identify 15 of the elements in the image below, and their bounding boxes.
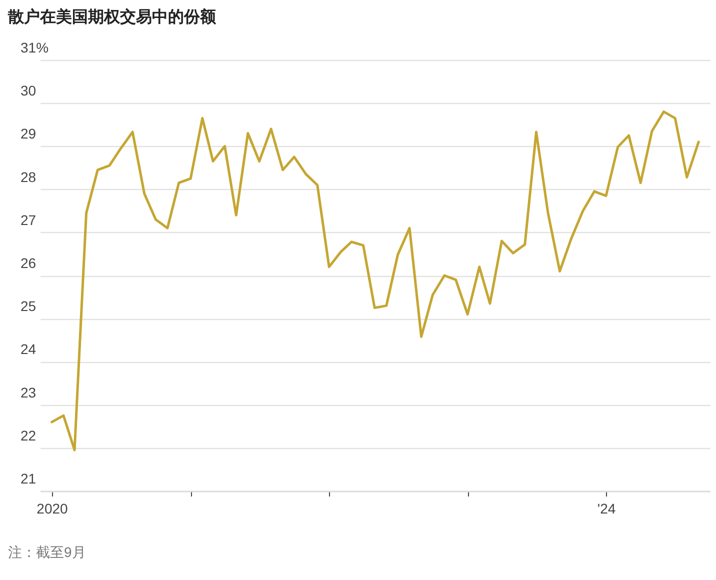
y-tick-label: 25 <box>20 298 36 314</box>
y-tick-label: 26 <box>20 255 36 271</box>
y-tick-label: 30 <box>20 82 36 99</box>
y-tick-label: 21 <box>20 470 36 486</box>
text: 注：截至9月 <box>8 543 87 561</box>
y-tick-label: 24 <box>20 341 36 358</box>
x-tick-label: '24 <box>597 500 616 516</box>
y-tick-label: 28 <box>20 168 36 185</box>
chart-title: 散户在美国期权交易中的份额 <box>7 7 217 26</box>
y-tick-label: 29 <box>20 126 36 142</box>
y-tick-label: 23 <box>20 384 36 400</box>
x-tick-label: 2020 <box>36 500 68 516</box>
y-tick-label: 22 <box>20 427 36 444</box>
y-tick-label: 27 <box>20 212 36 228</box>
y-tick-label: 31% <box>20 40 49 56</box>
